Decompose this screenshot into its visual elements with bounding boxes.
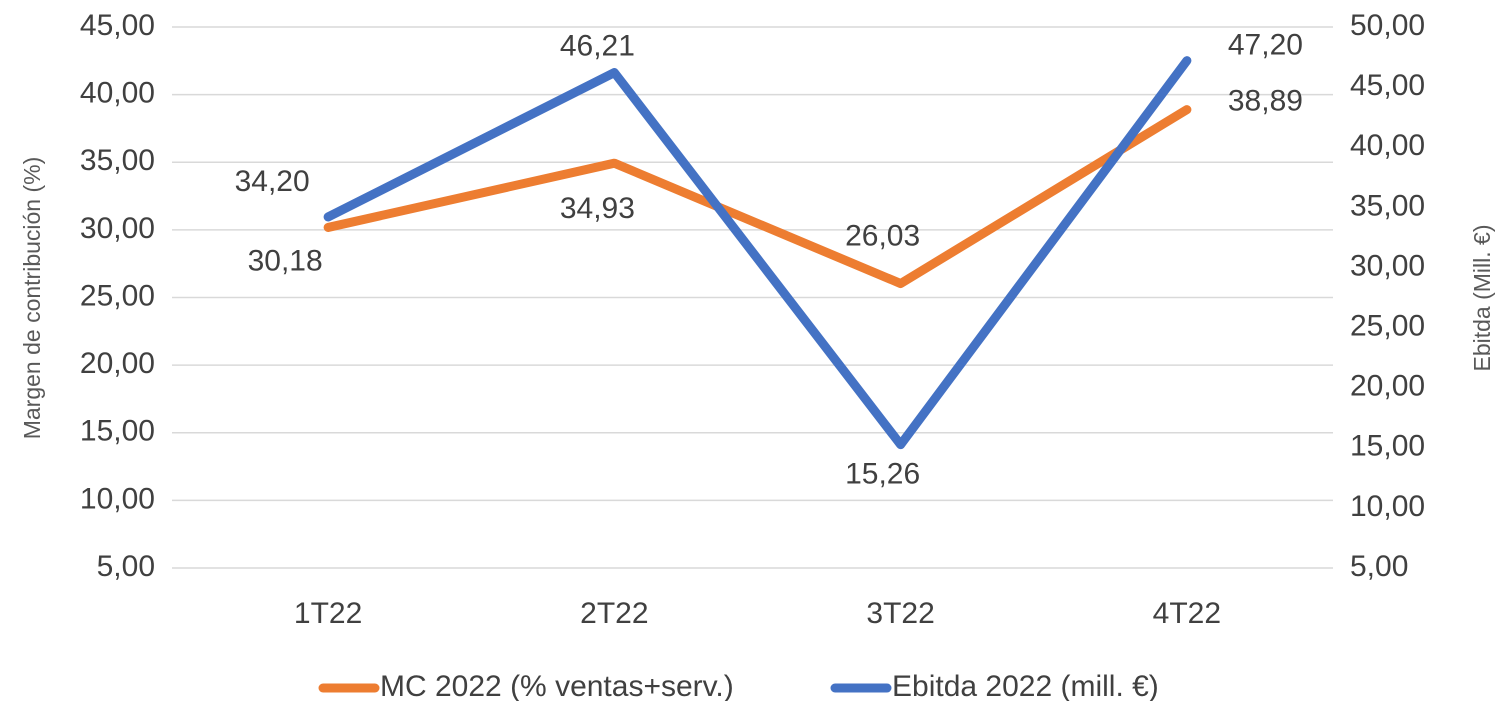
data-label: 34,93 bbox=[560, 192, 635, 225]
x-tick-label: 4T22 bbox=[1153, 597, 1221, 630]
y-tick-label: 10,00 bbox=[80, 482, 155, 515]
legend-label: MC 2022 (% ventas+serv.) bbox=[380, 670, 734, 701]
y2-tick-label: 20,00 bbox=[1350, 370, 1425, 403]
line-series bbox=[323, 56, 1192, 450]
y2-tick-label: 5,00 bbox=[1350, 550, 1408, 583]
y2-tick-label: 45,00 bbox=[1350, 69, 1425, 102]
legend-label: Ebitda 2022 (mill. €) bbox=[892, 670, 1159, 701]
y-tick-label: 40,00 bbox=[80, 77, 155, 110]
y2-tick-label: 40,00 bbox=[1350, 129, 1425, 162]
data-label: 47,20 bbox=[1228, 29, 1303, 62]
data-label: 30,18 bbox=[248, 244, 323, 277]
y-tick-label: 20,00 bbox=[80, 347, 155, 380]
x-tick-label: 3T22 bbox=[866, 597, 934, 630]
x-tick-label: 1T22 bbox=[294, 597, 362, 630]
data-label: 34,20 bbox=[235, 165, 310, 198]
y-tick-label: 15,00 bbox=[80, 415, 155, 448]
data-label: 15,26 bbox=[845, 458, 920, 491]
y-tick-label: 35,00 bbox=[80, 144, 155, 177]
data-label: 38,89 bbox=[1228, 85, 1303, 118]
y2-tick-label: 25,00 bbox=[1350, 309, 1425, 342]
y2-axis-title: Ebitda (Mill. €) bbox=[1469, 225, 1495, 372]
y-tick-label: 45,00 bbox=[80, 9, 155, 42]
y2-tick-label: 50,00 bbox=[1350, 9, 1425, 42]
y2-tick-label: 15,00 bbox=[1350, 430, 1425, 463]
line-series bbox=[323, 105, 1192, 289]
y2-tick-label: 35,00 bbox=[1350, 189, 1425, 222]
data-label: 46,21 bbox=[560, 29, 635, 62]
y-tick-label: 5,00 bbox=[97, 550, 155, 583]
y-tick-label: 25,00 bbox=[80, 279, 155, 312]
y2-tick-label: 30,00 bbox=[1350, 249, 1425, 282]
data-label: 26,03 bbox=[845, 219, 920, 252]
y2-tick-label: 10,00 bbox=[1350, 490, 1425, 523]
y-tick-label: 30,00 bbox=[80, 212, 155, 245]
y-axis-title: Margen de contribución (%) bbox=[19, 157, 45, 440]
x-tick-label: 2T22 bbox=[580, 597, 648, 630]
